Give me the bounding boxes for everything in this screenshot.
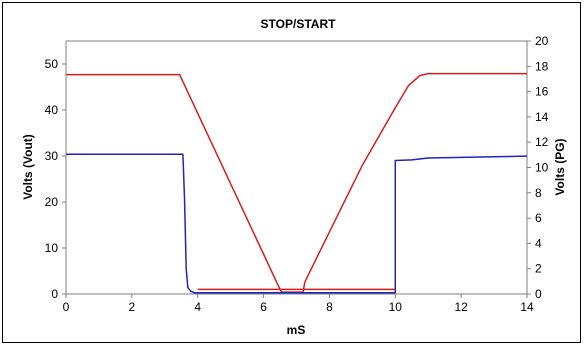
- y-right-tick-label: 8: [535, 186, 542, 200]
- y-right-tick-label: 0: [535, 287, 542, 301]
- y-right-tick-label: 16: [535, 85, 549, 99]
- x-tick-label: 6: [260, 300, 267, 314]
- y-left-tick-label: 40: [45, 103, 59, 117]
- y-axis-right: 0 2 4 6 8 10 12 14 16 18 20: [527, 34, 549, 301]
- y-right-tick-label: 20: [535, 34, 549, 48]
- x-axis: 0 2 4 6 8 10 12 14: [63, 294, 534, 314]
- x-tick-label: 12: [454, 300, 468, 314]
- y-right-tick-label: 14: [535, 110, 549, 124]
- series-layer: [66, 72, 528, 294]
- y-right-tick-label: 10: [535, 161, 549, 175]
- plot-area: [65, 40, 528, 295]
- y-right-tick-label: 18: [535, 59, 549, 73]
- y-axis-left-title: Volts (Vout): [21, 134, 35, 200]
- y-left-tick-label: 0: [51, 287, 58, 301]
- y-axis-left: 0 10 20 30 40 50: [45, 57, 66, 301]
- x-tick-label: 4: [194, 300, 201, 314]
- y-left-tick-label: 30: [45, 149, 59, 163]
- series-line-2: [66, 153, 528, 294]
- y-right-tick-label: 6: [535, 211, 542, 225]
- x-axis-title: mS: [287, 323, 306, 337]
- y-left-tick-label: 50: [45, 57, 59, 71]
- x-tick-label: 2: [129, 300, 136, 314]
- x-tick-label: 14: [520, 300, 534, 314]
- x-tick-label: 8: [326, 300, 333, 314]
- y-right-tick-label: 4: [535, 236, 542, 250]
- y-right-tick-label: 2: [535, 262, 542, 276]
- y-left-tick-label: 10: [45, 241, 59, 255]
- y-right-tick-label: 12: [535, 135, 549, 149]
- chart-title: STOP/START: [261, 17, 337, 31]
- y-left-tick-label: 20: [45, 195, 59, 209]
- y-axis-right-title: Volts (PG): [553, 138, 567, 195]
- x-tick-label: 10: [389, 300, 403, 314]
- series-line-0: [66, 72, 527, 293]
- x-tick-label: 0: [63, 300, 70, 314]
